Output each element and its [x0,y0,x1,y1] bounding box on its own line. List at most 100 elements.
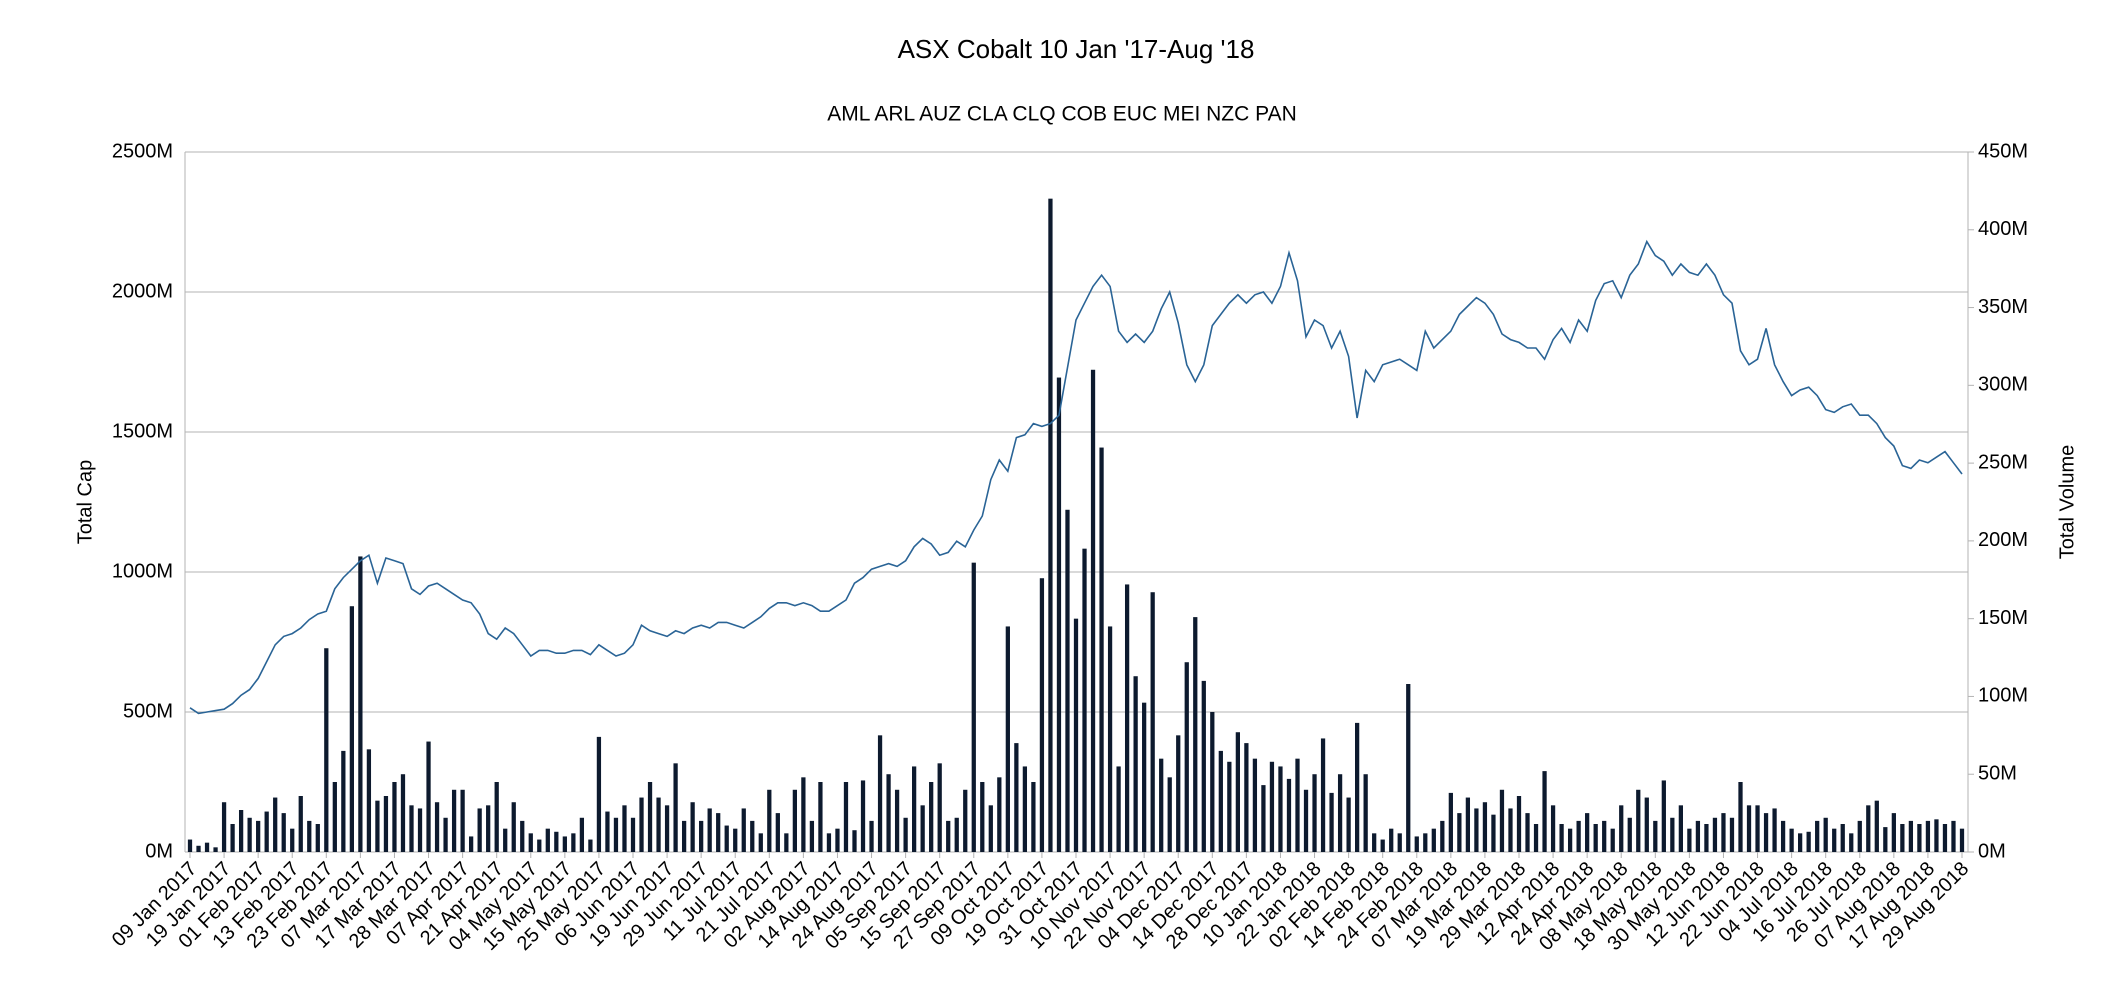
bar [494,782,499,852]
bar [1942,824,1948,852]
bar [264,811,269,852]
bar [349,606,354,852]
bar [1542,771,1547,852]
bar [1508,808,1513,852]
bar [511,802,516,852]
y-tick-label: 2000M [112,280,173,302]
bar [792,789,797,852]
bar [1363,774,1368,852]
bar [1116,766,1121,852]
bar [366,749,372,852]
bar [1286,778,1292,852]
bar [1031,782,1036,852]
bar [579,817,585,852]
bar [358,556,363,852]
bar [1934,819,1939,852]
bar [1039,578,1045,852]
bar [434,802,440,852]
bar [1269,761,1275,852]
bar [537,839,542,852]
bar [307,820,312,852]
y2-tick-label: 250M [1978,451,2028,473]
bar [1815,820,1820,852]
bar [409,805,414,852]
bar [1695,820,1701,852]
bar [1065,509,1070,852]
bar [946,820,951,852]
bar [1670,817,1675,852]
bar [988,805,993,852]
bar [238,810,244,852]
bar [1704,824,1709,852]
bar [383,796,389,852]
bar [1798,833,1803,852]
bar [545,828,550,852]
bar [1755,805,1760,852]
bar [639,797,644,852]
bar [980,782,985,852]
bar [477,808,482,852]
bar [247,817,252,852]
bar [1959,828,1965,852]
bar [716,813,721,852]
bar [1201,680,1206,852]
bar [1142,702,1147,852]
bar [1133,676,1138,852]
bar [886,774,891,852]
bar [1329,792,1334,852]
bar [256,820,261,852]
bar [204,842,210,852]
bar [1661,780,1666,852]
bar [1124,584,1130,852]
bar [1874,800,1879,852]
bar [826,833,832,852]
bar [1593,824,1598,852]
bar [400,774,406,852]
bar [1772,808,1777,852]
bar [1482,802,1488,852]
bar [1107,626,1113,852]
y2-tick-label: 0M [1978,840,2006,862]
bar [733,828,738,852]
bar [1423,833,1428,852]
bar [622,805,627,852]
bar [196,845,201,852]
bar [835,828,840,852]
bar [724,825,729,852]
bar [1465,797,1471,852]
bar [1176,735,1181,852]
bar [213,847,218,852]
y-tick-label: 0M [145,840,173,862]
bar [417,808,423,852]
bar [681,820,687,852]
bar [443,817,448,852]
bar [1414,836,1419,852]
bar [460,789,465,852]
bar [1866,805,1871,852]
bar [954,817,959,852]
bar [1917,824,1922,852]
bar [469,836,474,852]
bar [1261,785,1266,852]
y2-tick-label: 450M [1978,140,2028,162]
bar [1235,732,1240,852]
bar [1516,796,1522,852]
bar [1763,813,1769,852]
bar [230,824,235,852]
bar [1550,805,1556,852]
bar [290,828,295,852]
bar [1252,758,1258,852]
bar [963,789,968,852]
bar [1525,813,1530,852]
bar [699,820,704,852]
bar [1355,722,1360,852]
bar [1832,828,1837,852]
bar [1048,198,1053,852]
y2-tick-label: 50M [1978,763,2017,785]
bar [937,763,942,852]
bar [1823,817,1828,852]
bar [1099,447,1104,852]
bar [1602,820,1607,852]
bar [1712,817,1718,852]
bar [1210,712,1215,852]
